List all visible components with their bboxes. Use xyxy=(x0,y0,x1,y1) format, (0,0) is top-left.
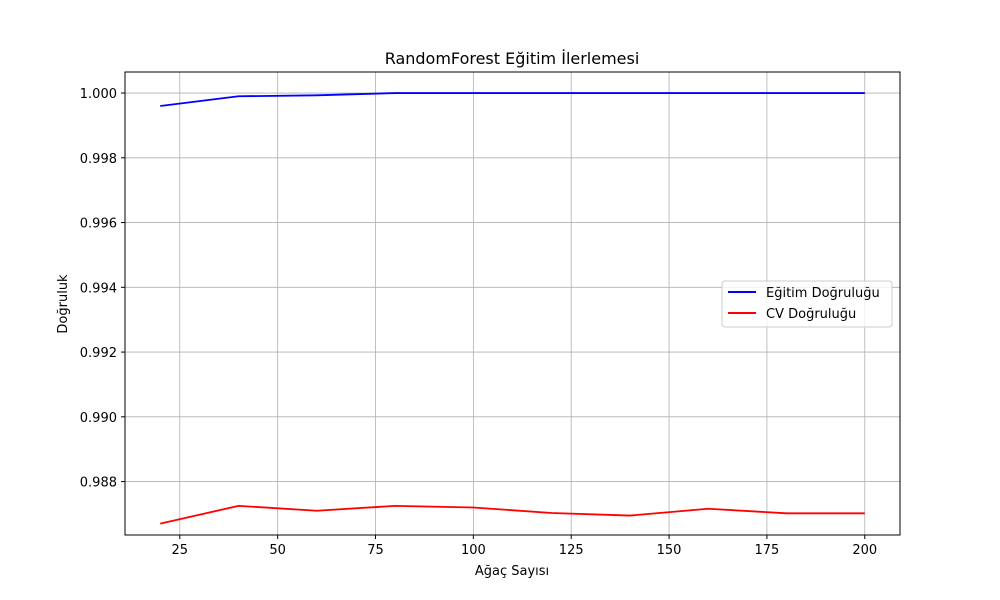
legend-label-cv: CV Doğruluğu xyxy=(766,307,856,322)
x-tick-label: 175 xyxy=(755,543,780,558)
y-tick-label: 1.000 xyxy=(80,87,117,102)
y-tick-label: 0.998 xyxy=(80,152,117,167)
series-line-egitim xyxy=(160,92,865,107)
y-tick-label: 0.992 xyxy=(80,346,117,361)
y-axis-label: Doğruluk xyxy=(56,274,71,334)
x-tick-label: 100 xyxy=(461,543,486,558)
y-tick-label: 0.988 xyxy=(80,476,117,491)
x-axis-label: Ağaç Sayısı xyxy=(475,564,549,579)
plot-frame xyxy=(124,71,901,536)
chart-title: RandomForest Eğitim İlerlemesi xyxy=(385,49,640,68)
x-tick-label: 200 xyxy=(852,543,877,558)
y-tick-label: 0.996 xyxy=(80,217,117,232)
x-tick-label: 150 xyxy=(657,543,682,558)
x-tick-label: 75 xyxy=(367,543,384,558)
series-line-cv xyxy=(160,504,865,525)
x-tick-label: 50 xyxy=(269,543,286,558)
legend-label-egitim: Eğitim Doğruluğu xyxy=(766,286,880,301)
x-tick-label: 125 xyxy=(559,543,584,558)
x-axis: 25 50 75 100 125 150 175 200 xyxy=(172,535,877,558)
series-layer xyxy=(160,92,865,525)
y-tick-label: 0.990 xyxy=(80,411,117,426)
y-axis: 0.988 0.990 0.992 0.994 0.996 0.998 1.000 xyxy=(80,87,125,491)
legend-box xyxy=(721,280,893,328)
y-tick-label: 0.994 xyxy=(80,281,117,296)
x-tick-label: 25 xyxy=(172,543,189,558)
legend: Eğitim Doğruluğu CV Doğruluğu xyxy=(721,280,893,328)
